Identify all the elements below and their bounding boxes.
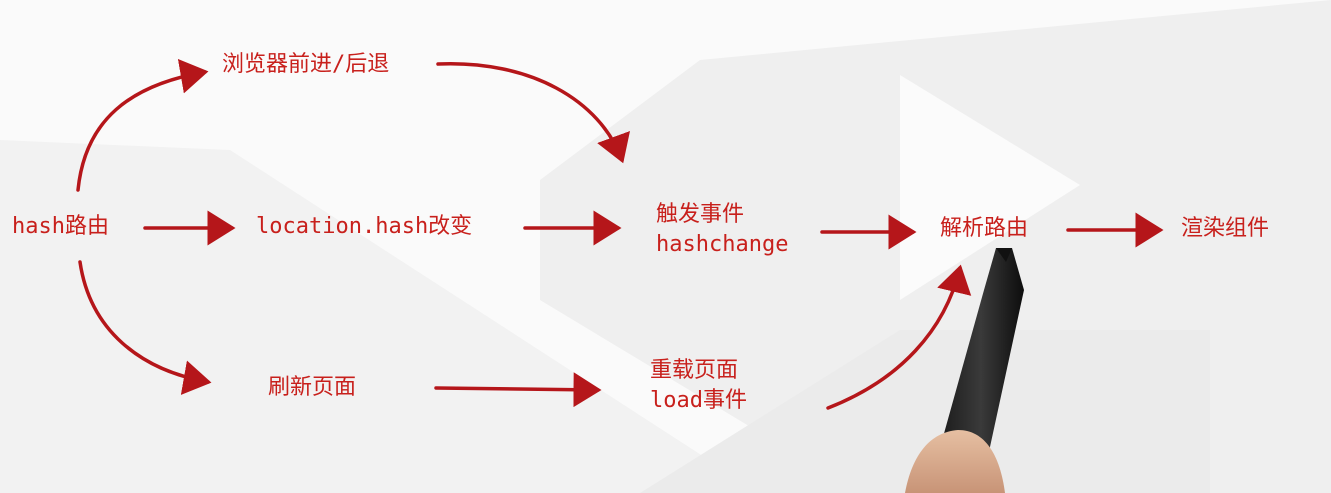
edge-refresh-to-reload — [434, 372, 602, 408]
node-trigger-event: 触发事件 hashchange — [656, 202, 789, 257]
edge-hash-to-browser — [76, 58, 209, 192]
edge-browser-to-event — [436, 62, 630, 164]
node-hash-route: hash路由 — [12, 214, 109, 239]
node-location-hash: location.hash改变 — [256, 214, 473, 239]
node-reload-page: 重载页面 load事件 — [650, 358, 747, 413]
node-browser-nav: 浏览器前进/后退 — [222, 52, 390, 77]
node-parse-route: 解析路由 — [940, 216, 1029, 241]
edge-reload-to-parse — [826, 264, 972, 410]
node-refresh-page: 刷新页面 — [268, 375, 357, 400]
edge-hash-to-refresh — [78, 260, 212, 395]
node-render-component: 渲染组件 — [1181, 216, 1270, 241]
